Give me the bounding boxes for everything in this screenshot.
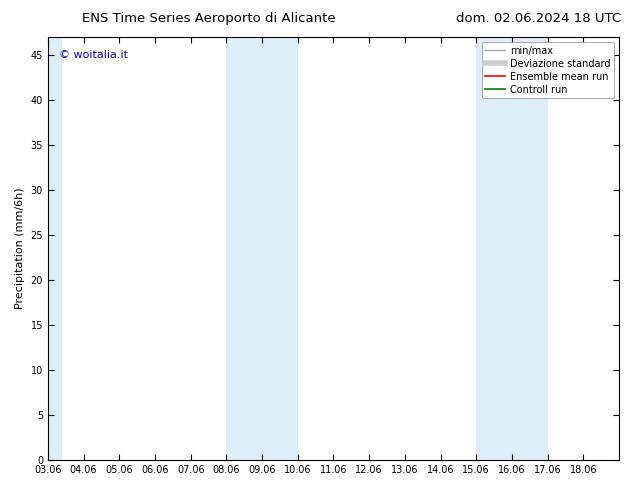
Bar	[48, 37, 62, 460]
Text: ENS Time Series Aeroporto di Alicante: ENS Time Series Aeroporto di Alicante	[82, 12, 336, 25]
Legend: min/max, Deviazione standard, Ensemble mean run, Controll run: min/max, Deviazione standard, Ensemble m…	[482, 42, 614, 98]
Text: © woitalia.it: © woitalia.it	[60, 50, 128, 60]
Y-axis label: Precipitation (mm/6h): Precipitation (mm/6h)	[15, 188, 25, 309]
Bar	[476, 37, 548, 460]
Bar	[226, 37, 298, 460]
Text: dom. 02.06.2024 18 UTC: dom. 02.06.2024 18 UTC	[456, 12, 621, 25]
